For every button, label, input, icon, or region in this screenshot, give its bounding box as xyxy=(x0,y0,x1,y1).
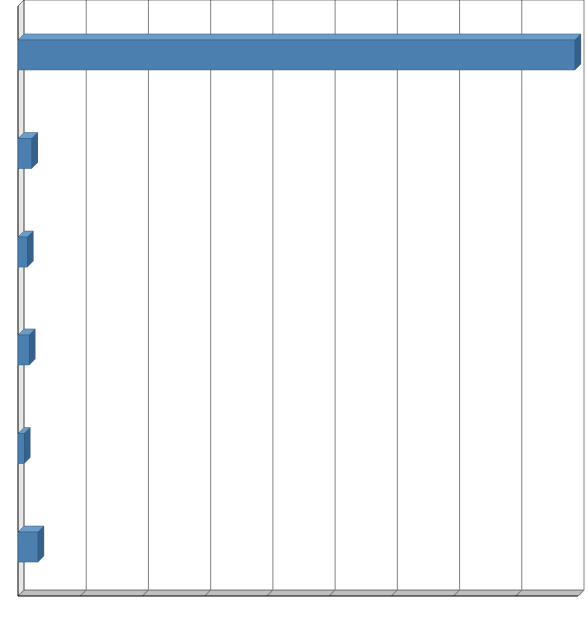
bar-chart-3d xyxy=(0,0,588,617)
chart-svg xyxy=(0,0,588,617)
